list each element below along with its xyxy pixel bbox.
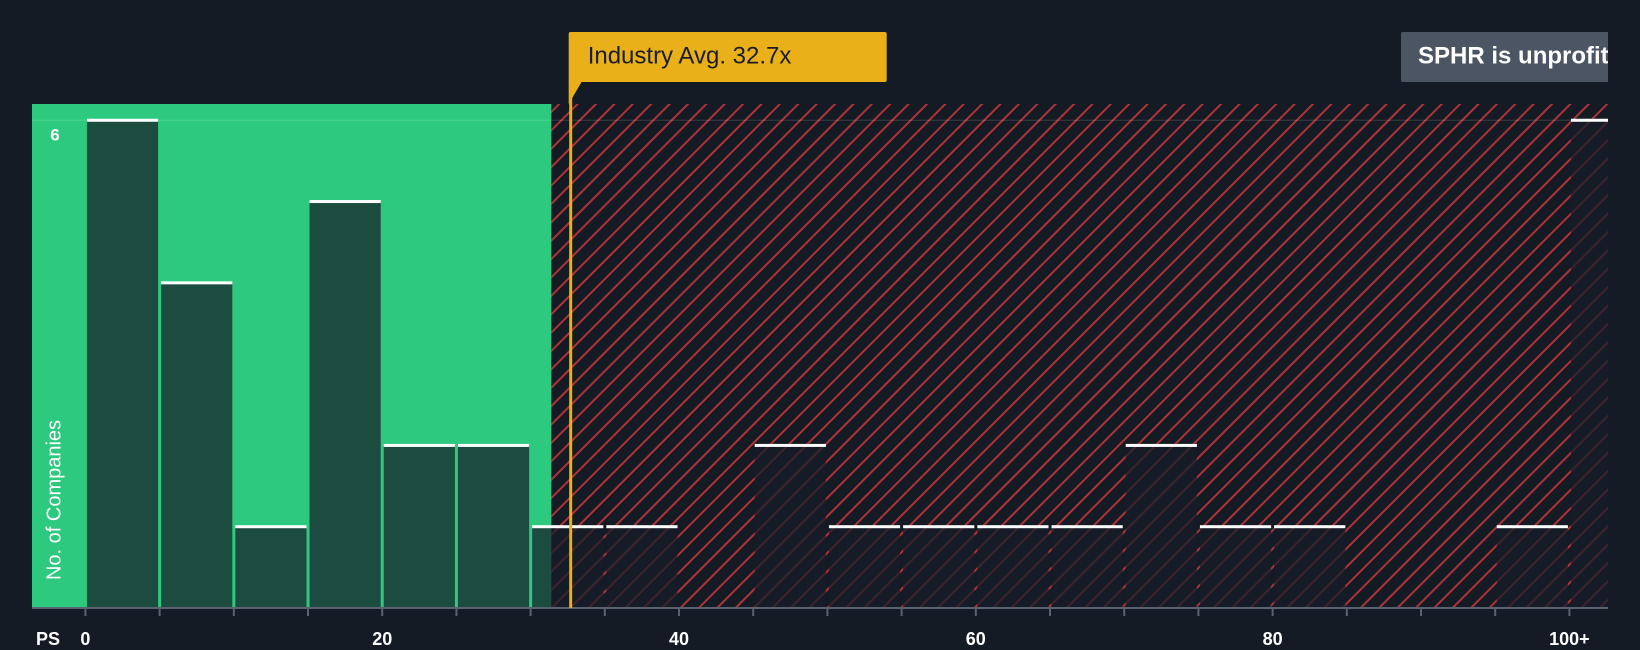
bar-group (1496, 525, 1568, 608)
x-tick-label: 0 (80, 629, 90, 649)
bar (383, 445, 455, 608)
bar (1496, 526, 1568, 608)
bar (903, 526, 975, 608)
bar-top (161, 281, 233, 285)
bar-group (383, 443, 455, 608)
y-tick-label: 6 (50, 126, 59, 145)
bar-top (903, 525, 975, 529)
bar-top (1496, 525, 1568, 529)
company-note: SPHR is unprofit (1401, 32, 1609, 82)
bar (532, 526, 604, 608)
bar (235, 526, 307, 608)
bar-top (457, 443, 530, 447)
bar-group (903, 525, 975, 608)
bar-top (1199, 525, 1272, 529)
bar-group (309, 200, 381, 608)
bar-top (1125, 443, 1197, 447)
bar-top (1051, 525, 1123, 529)
x-tick-label: 20 (372, 629, 392, 649)
bar-group (1570, 118, 1608, 608)
bar (606, 526, 678, 608)
bar-top (235, 525, 307, 529)
bar (457, 445, 530, 608)
bar-group (1051, 525, 1123, 608)
bar (1051, 526, 1123, 608)
bar (1125, 445, 1197, 608)
bar-top (383, 443, 455, 447)
bar-group (606, 525, 678, 608)
bar (1274, 526, 1346, 608)
bar-group (161, 281, 233, 608)
bar (977, 526, 1049, 608)
x-tick-label: 80 (1263, 629, 1283, 649)
bar (754, 445, 826, 608)
industry-avg-label: Industry Avg. 32.7x (588, 42, 792, 69)
bar-group (86, 118, 159, 608)
bar-group (1199, 525, 1272, 608)
industry-avg-pointer (568, 80, 583, 104)
bar-group (977, 525, 1049, 608)
bar-top (828, 525, 901, 529)
bar-group (1274, 525, 1346, 608)
industry-avg-box (568, 32, 887, 82)
overvalued-range (551, 104, 1608, 608)
bar (1199, 526, 1272, 608)
bar-group (828, 525, 901, 608)
x-tick-label: 100+ (1549, 629, 1590, 649)
bar-group (235, 525, 307, 608)
bar-top (532, 525, 604, 529)
bar-top (86, 118, 159, 122)
bar-top (1274, 525, 1346, 529)
plot-area (32, 104, 1608, 608)
bar-group (754, 443, 826, 608)
company-note-box (1401, 32, 1608, 82)
company-note-text: SPHR is unprofit (1418, 42, 1609, 69)
bar (309, 201, 381, 608)
bar (828, 526, 901, 608)
bar-group (457, 443, 530, 608)
bar (1570, 120, 1608, 608)
bar-group (532, 525, 604, 608)
bar-top (606, 525, 678, 529)
bar-group (1125, 443, 1197, 608)
x-tick-label: 40 (669, 629, 689, 649)
bar (86, 120, 159, 608)
bar (161, 282, 233, 608)
y-axis-label: No. of Companies (43, 420, 65, 580)
x-axis-label: PS (36, 629, 60, 649)
bar-top (977, 525, 1049, 529)
bar-top (754, 443, 826, 447)
x-tick-label: 60 (966, 629, 986, 649)
bar-top (309, 200, 381, 204)
bar-top (1570, 118, 1608, 122)
